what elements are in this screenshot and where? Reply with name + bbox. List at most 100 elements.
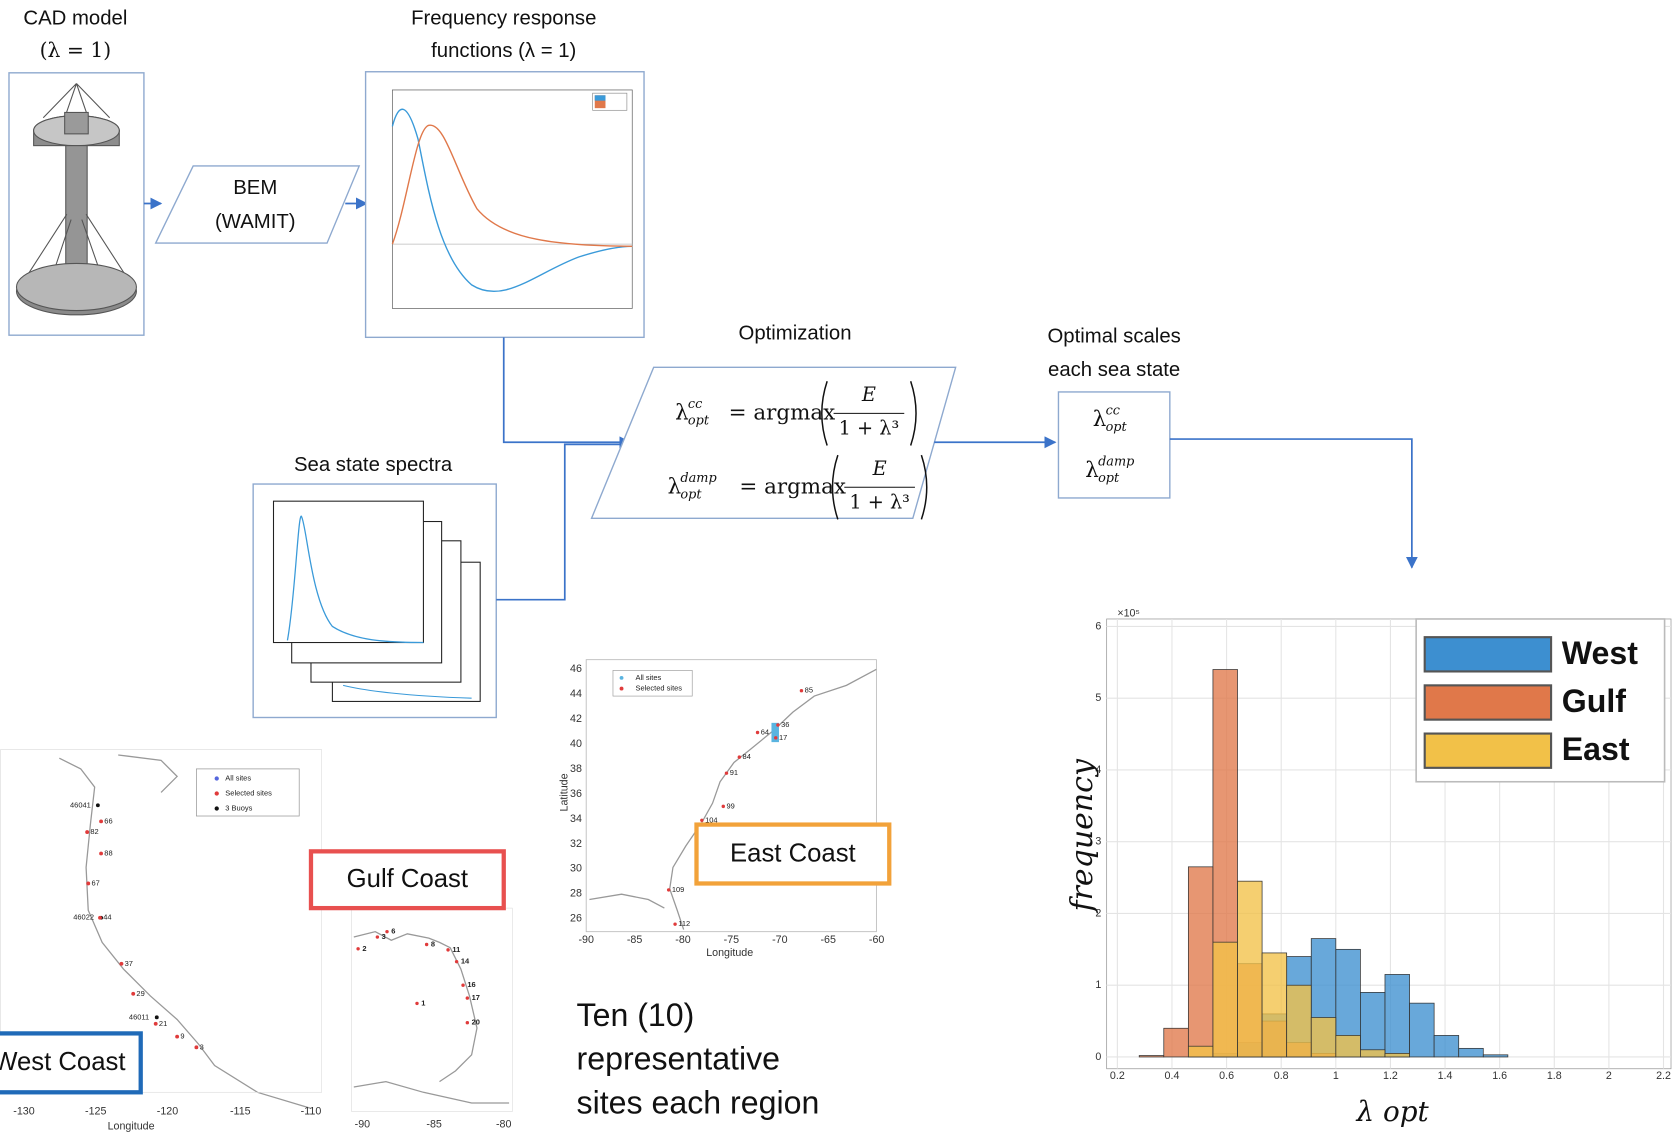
x-tick-label: -85 — [426, 1118, 442, 1130]
x-tick-label: -115 — [230, 1105, 251, 1117]
arrow — [1170, 439, 1412, 568]
site-marker — [99, 819, 103, 823]
legend-marker — [215, 776, 219, 780]
coastline — [118, 755, 177, 792]
site-marker — [356, 947, 359, 950]
site-marker — [376, 935, 379, 938]
site-label: 1 — [421, 998, 425, 1007]
optimal-title: each sea state — [1048, 359, 1180, 381]
y-tick-label: 46 — [570, 663, 582, 675]
frf-axes — [392, 90, 632, 308]
x-tick-label: 2 — [1606, 1070, 1612, 1082]
math-sup: damp — [680, 471, 716, 486]
site-label: 104 — [705, 815, 718, 824]
y-tick-label: 38 — [570, 763, 582, 775]
math-sup: damp — [1098, 455, 1134, 470]
site-marker — [776, 723, 779, 726]
site-label: 85 — [805, 686, 813, 695]
math-sub: opt — [680, 487, 702, 502]
legend-swatch — [1425, 637, 1551, 671]
site-label: 3 — [382, 932, 386, 941]
site-label: 17 — [779, 733, 787, 742]
site-label: 16 — [467, 980, 475, 989]
site-label: 3 — [200, 1042, 204, 1051]
x-tick-label: 1.4 — [1438, 1070, 1453, 1082]
site-label: 91 — [730, 768, 738, 777]
diagram: CAD model(λ = 1)BEM(WAMIT)Frequency resp… — [0, 0, 1680, 1133]
site-marker — [738, 755, 741, 758]
legend-label: Gulf — [1562, 683, 1627, 719]
x-tick-label: 0.4 — [1165, 1070, 1180, 1082]
y-tick-label: 40 — [570, 738, 582, 750]
spectra-frame — [274, 501, 424, 642]
x-tick-label: 1.8 — [1547, 1070, 1562, 1082]
site-marker — [99, 852, 103, 856]
site-marker — [385, 930, 388, 933]
legend-swatch — [1425, 734, 1551, 768]
math-sub: opt — [688, 413, 710, 428]
note-text: representative — [577, 1041, 780, 1077]
math-symbol: λ — [675, 400, 689, 425]
site-marker — [194, 1045, 198, 1049]
optimal-title: Optimal scales — [1047, 326, 1180, 348]
region-label: Gulf Coast — [347, 865, 468, 893]
site-label: 9 — [180, 1032, 184, 1041]
legend-label: All sites — [635, 673, 661, 682]
site-label: 99 — [726, 801, 734, 810]
site-label: 109 — [672, 885, 685, 894]
cad-subtitle: (λ = 1) — [40, 38, 112, 62]
histogram-bar — [1360, 1050, 1385, 1057]
site-marker — [725, 771, 728, 774]
site-label: 37 — [125, 959, 133, 968]
site-marker — [466, 996, 469, 999]
x-tick-label: -125 — [85, 1105, 106, 1117]
x-tick-label: 1.6 — [1492, 1070, 1507, 1082]
site-marker — [461, 984, 464, 987]
legend-swatch — [1425, 685, 1551, 719]
site-marker — [466, 1021, 469, 1024]
histogram-bar — [1139, 1056, 1164, 1057]
site-marker — [800, 689, 803, 692]
arrow — [496, 444, 630, 599]
legend-marker — [620, 676, 624, 680]
site-label: 84 — [743, 752, 751, 761]
site-label: 21 — [159, 1019, 167, 1028]
site-label: 82 — [90, 827, 98, 836]
note-text: Ten (10) — [577, 997, 695, 1033]
site-label: 2 — [362, 944, 366, 953]
region-label: East Coast — [730, 839, 856, 867]
histogram-bar — [1385, 974, 1410, 1057]
site-marker — [85, 830, 89, 834]
x-tick-label: -110 — [301, 1105, 322, 1117]
site-label: 44 — [103, 913, 111, 922]
region-label: West Coast — [0, 1048, 125, 1076]
histogram-bar — [1459, 1048, 1484, 1057]
site-marker — [175, 1035, 179, 1039]
site-marker — [774, 736, 777, 739]
site-label: 29 — [136, 989, 144, 998]
site-label: 46022 — [73, 913, 94, 922]
x-axis-label: λ opt — [1355, 1095, 1429, 1128]
histogram-bar — [1311, 1018, 1336, 1057]
spectra-panel — [253, 484, 496, 717]
east-map — [586, 660, 889, 932]
histogram-bar — [1188, 867, 1213, 1057]
site-label: 46011 — [129, 1012, 149, 1021]
site-label: 36 — [781, 720, 789, 729]
optimization-title: Optimization — [739, 322, 852, 344]
y-tick-label: 0 — [1095, 1051, 1101, 1063]
y-tick-label: 44 — [570, 688, 582, 700]
math-numerator: E — [872, 457, 887, 480]
site-label: 112 — [678, 919, 690, 928]
site-marker — [756, 731, 759, 734]
site-marker — [415, 1002, 418, 1005]
histogram-bar — [1262, 953, 1287, 1057]
x-tick-label: -60 — [869, 934, 885, 946]
site-label: 88 — [104, 848, 112, 857]
x-tick-label: -70 — [772, 934, 788, 946]
legend-marker — [620, 687, 624, 691]
site-label: 8 — [431, 940, 435, 949]
x-tick-label: -85 — [627, 934, 643, 946]
math-symbol: λ — [1085, 458, 1099, 483]
x-tick-label: 1.2 — [1383, 1070, 1398, 1082]
